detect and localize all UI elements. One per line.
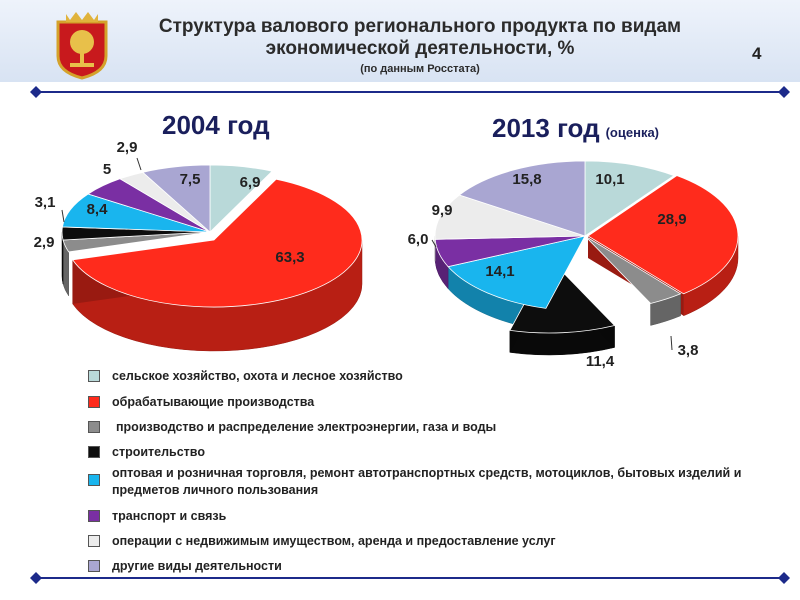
top-divider: [30, 86, 790, 98]
chart-title-2004: 2004 год: [162, 110, 270, 140]
legend-swatch: [88, 560, 100, 572]
data-label-energy: 2,9: [34, 234, 55, 251]
legend-label: производство и распределение электроэнер…: [116, 420, 497, 434]
legend-swatch: [88, 446, 100, 458]
pie-slice-trade: [447, 235, 586, 309]
bottom-divider: [30, 572, 790, 584]
page-number: 4: [752, 44, 762, 63]
pie-slice-other: [458, 160, 586, 237]
data-label-trade: 14,1: [485, 263, 514, 280]
leader-line: [61, 209, 65, 223]
pie-slice-manufacturing: [71, 178, 363, 308]
pie-chart-2004: 6,9 63,3 2,9 3,1 8,4 5 2,9 7,5: [34, 139, 363, 352]
legend-label: строительство: [112, 445, 205, 459]
chart-title-2013: 2013 год (оценка): [492, 113, 660, 143]
data-label-manufacturing: 28,9: [657, 211, 686, 228]
leader-line: [431, 239, 437, 248]
legend-swatch: [88, 474, 100, 486]
legend-swatch: [88, 396, 100, 408]
legend-label: оптовая и розничная торговля, ремонт авт…: [112, 466, 742, 497]
data-label-transport: 5: [103, 161, 111, 178]
coat-of-arms-icon: [56, 12, 108, 80]
legend-label: обрабатывающие производства: [112, 395, 315, 409]
data-label-transport: 6,0: [408, 231, 429, 248]
data-label-agriculture: 6,9: [240, 174, 261, 191]
pie-chart-2013: 10,1 28,9 3,8 11,4 14,1 6,09,9 15,8: [408, 160, 739, 370]
legend-label: транспорт и связь: [112, 509, 227, 523]
data-label-realestate: 9,9: [432, 202, 453, 219]
pie-slice-construction: [509, 257, 616, 334]
data-label-energy: 3,8: [678, 342, 699, 359]
legend-swatch: [88, 535, 100, 547]
data-label-other: 7,5: [180, 171, 201, 188]
data-label-realestate: 2,9: [117, 139, 138, 156]
data-label-manufacturing: 63,3: [275, 249, 304, 266]
pie-slice-manufacturing: [587, 175, 739, 295]
pie-slice-realestate: [434, 194, 586, 240]
pie-slice-energy: [584, 235, 682, 304]
chart-title-note: (оценка): [605, 125, 660, 140]
legend-swatch: [88, 370, 100, 382]
legend-swatch: [88, 510, 100, 522]
data-label-construction: 3,1: [35, 194, 56, 211]
legend-label: операции с недвижимым имуществом, аренда…: [112, 534, 556, 548]
pie-slice-other: [141, 164, 211, 233]
legend-label: другие виды деятельности: [112, 559, 282, 573]
data-label-agriculture: 10,1: [595, 171, 624, 188]
page-title: Структура валового регионального продукт…: [158, 16, 682, 59]
header-banner: Структура валового регионального продукт…: [0, 0, 800, 82]
data-label-other: 15,8: [512, 171, 541, 188]
leader-line: [670, 335, 673, 351]
legend-swatch: [88, 421, 100, 433]
data-label-trade: 8,4: [87, 201, 109, 218]
data-label-construction: 11,4: [586, 353, 615, 370]
legend-label: сельское хозяйство, охота и лесное хозяй…: [112, 369, 403, 383]
page-subtitle: (по данным Росстата): [360, 63, 480, 75]
pie-slice-agriculture: [584, 160, 675, 237]
leader-line: [136, 157, 142, 171]
